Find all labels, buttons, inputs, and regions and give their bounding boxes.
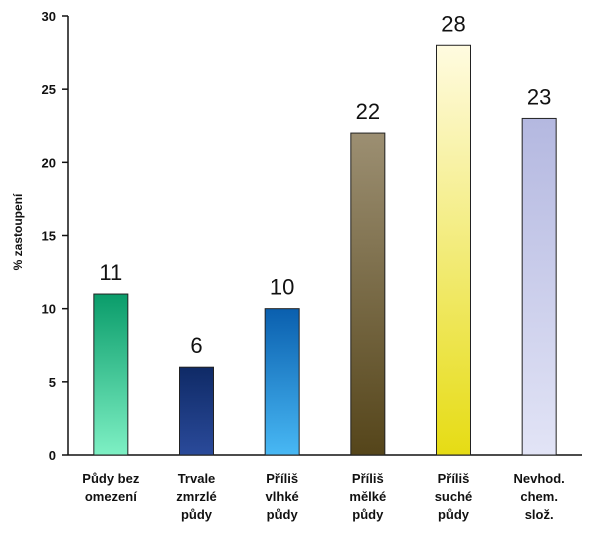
data-label: 6 <box>190 333 202 358</box>
data-label: 23 <box>527 84 551 109</box>
category-label: Nevhod. <box>514 471 565 486</box>
data-labels: 11 6 10 22 28 23 <box>99 11 551 358</box>
category-label: suché <box>435 489 473 504</box>
bar <box>264 308 300 456</box>
y-axis-label: % zastoupení <box>11 193 25 270</box>
data-label: 11 <box>99 260 122 285</box>
y-tick-label: 20 <box>42 155 56 170</box>
category-label: omezení <box>85 489 137 504</box>
y-tick-label: 25 <box>42 82 56 97</box>
bar <box>436 44 471 456</box>
data-label: 22 <box>356 99 380 124</box>
category-label: půdy <box>181 507 213 522</box>
bars <box>93 44 557 456</box>
y-tick-label: 0 <box>49 448 56 463</box>
category-label: vlhké <box>266 489 299 504</box>
category-label: Půdy bez <box>82 471 140 486</box>
category-label: půdy <box>438 507 470 522</box>
bar <box>93 293 129 456</box>
y-tick-label: 15 <box>42 229 56 244</box>
category-label: zmrzlé <box>176 489 216 504</box>
category-label: Trvale <box>178 471 216 486</box>
category-label: chem. <box>520 489 558 504</box>
y-tick-label: 5 <box>49 375 56 390</box>
bar <box>179 366 214 456</box>
category-label: mělké <box>349 489 386 504</box>
category-label: Příliš <box>266 471 298 486</box>
category-labels: Půdy bez omezení Trvale zmrzlé půdy Příliš vlh… <box>82 471 565 522</box>
category-label: Příliš <box>352 471 384 486</box>
y-tick-label: 30 <box>42 9 56 24</box>
category-label: slož. <box>525 507 554 522</box>
category-label: Příliš <box>438 471 470 486</box>
y-axis: 0 5 10 15 20 25 30 <box>42 9 582 463</box>
bar <box>521 117 557 456</box>
category-label: půdy <box>267 507 299 522</box>
data-label: 10 <box>270 275 294 300</box>
y-tick-label: 10 <box>42 302 56 317</box>
category-label: půdy <box>352 507 384 522</box>
bar <box>350 132 386 456</box>
data-label: 28 <box>441 11 465 36</box>
